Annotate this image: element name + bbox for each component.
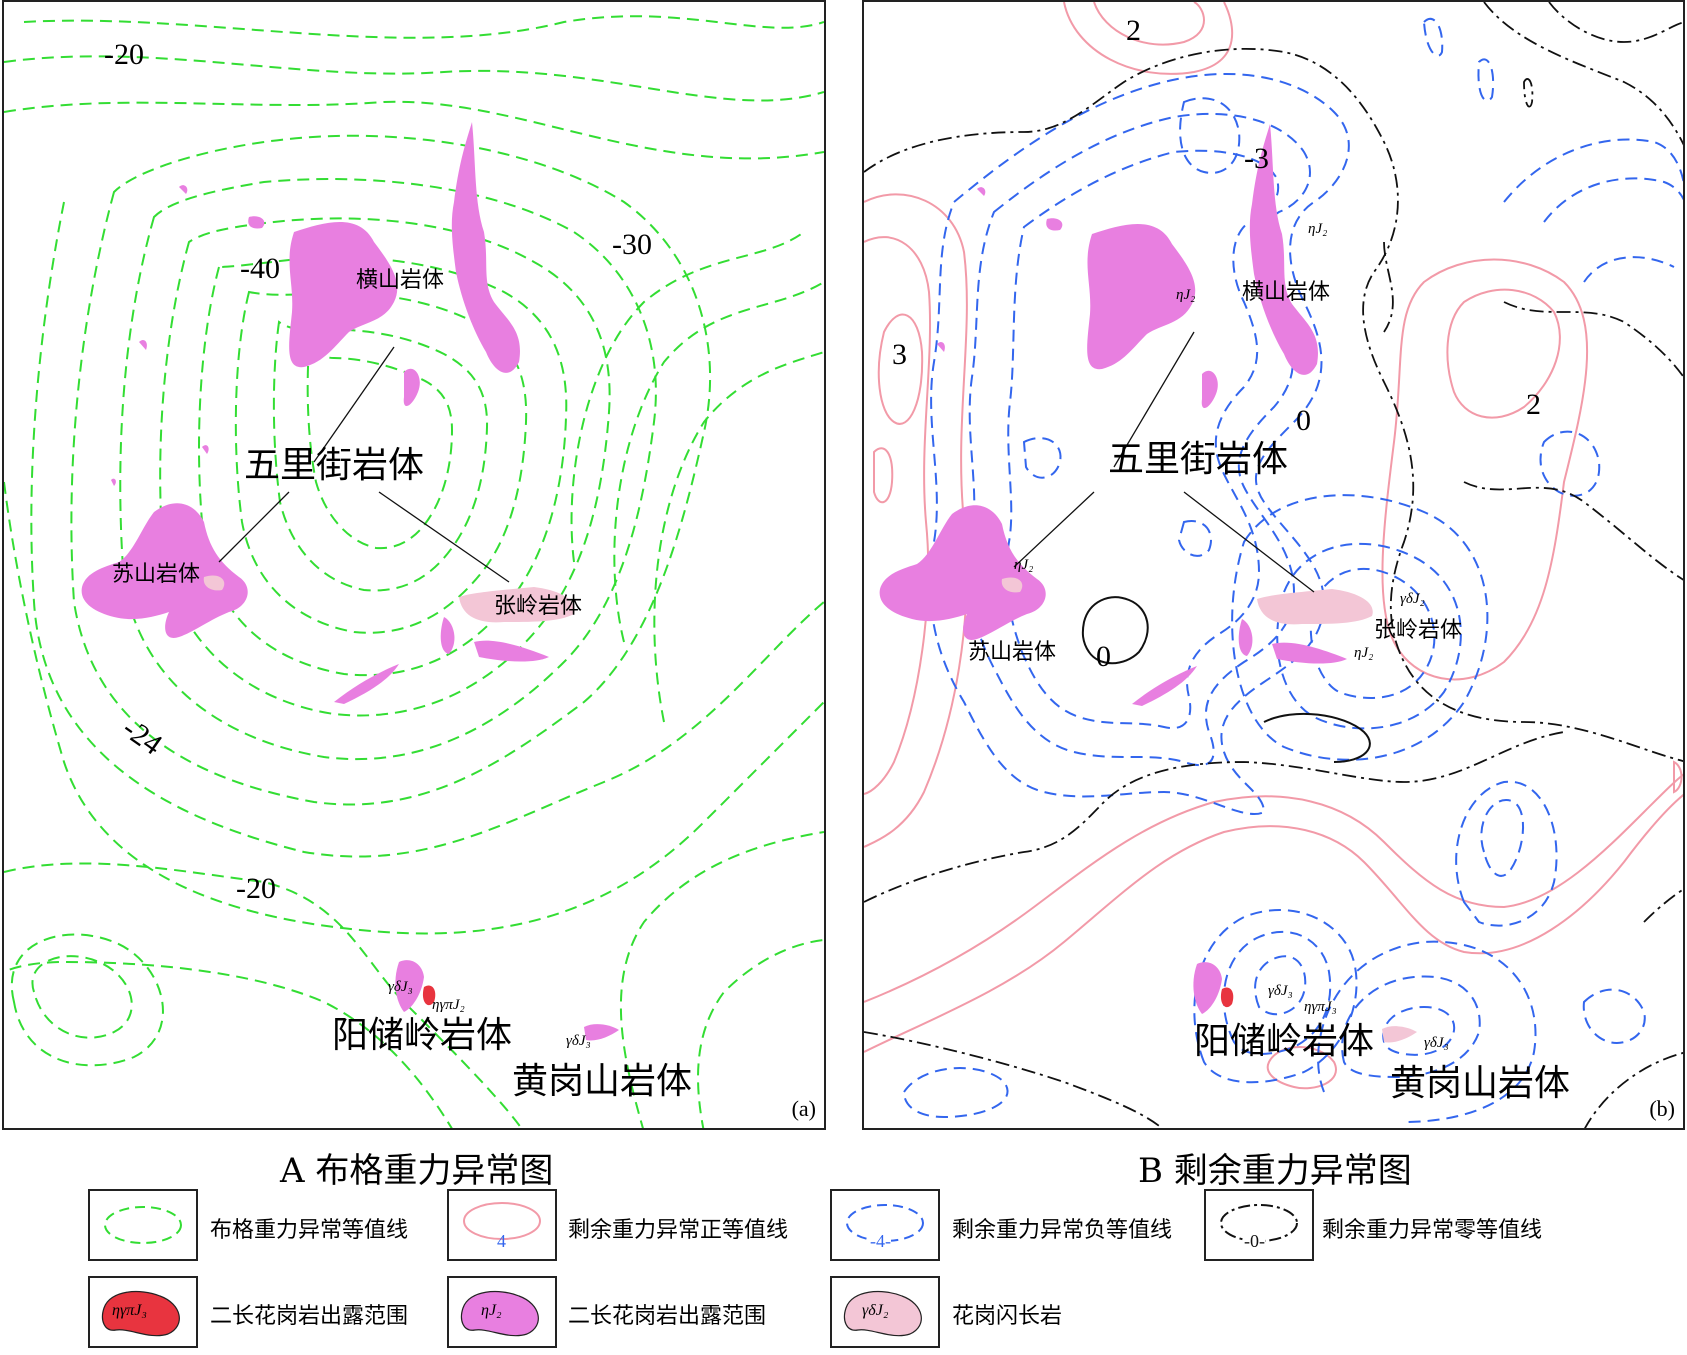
label-yangchuling: 阳储岭岩体 bbox=[332, 1015, 513, 1056]
legend-label: 花岗闪长岩 bbox=[952, 1304, 1063, 1329]
contour-label: 2 bbox=[1126, 14, 1141, 47]
label-yangchuling: 阳储岭岩体 bbox=[1194, 1021, 1375, 1062]
legend-label: 剩余重力异常正等值线 bbox=[568, 1218, 789, 1243]
residual-gravity-map: 2 -3 3 2 0 0 横山岩体 五里街岩体 苏山岩体 张岭岩体 阳储岭岩体 … bbox=[862, 0, 1685, 1130]
panel-corner-label: (b) bbox=[1649, 1096, 1675, 1121]
rock-code: γδJ₂ bbox=[1400, 591, 1425, 607]
legend-symbol-zero: -0- bbox=[1204, 1189, 1314, 1261]
label-huanggangshan: 黄岗山岩体 bbox=[512, 1061, 693, 1102]
label-hengshan: 横山岩体 bbox=[356, 268, 445, 293]
zero-contour-solid bbox=[1081, 596, 1371, 763]
rock-code: ηγπJ₂ bbox=[432, 997, 465, 1013]
contour-label: 3 bbox=[892, 338, 907, 371]
label-sushan: 苏山岩体 bbox=[112, 562, 201, 587]
legend-symbol-positive: 4 bbox=[447, 1189, 557, 1261]
granite-outcrops bbox=[81, 122, 619, 1041]
legend-symbol-granodiorite: γδJ₂ bbox=[830, 1276, 940, 1348]
label-wulijie: 五里街岩体 bbox=[1108, 439, 1289, 480]
bouguer-contours bbox=[4, 15, 824, 1128]
legend-symbol-monzogranite-j2: ηJ₂ bbox=[447, 1276, 557, 1348]
rock-code: ηJ₂ bbox=[1176, 287, 1196, 303]
legend-label: 二长花岗岩出露范围 bbox=[568, 1304, 767, 1329]
contour-label: 2 bbox=[1526, 388, 1541, 421]
rock-code: ηJ₂ bbox=[1354, 645, 1374, 661]
contour-label: 0 bbox=[1296, 404, 1311, 437]
label-hengshan: 横山岩体 bbox=[1242, 280, 1331, 305]
legend-label: 布格重力异常等值线 bbox=[210, 1218, 409, 1243]
leader-lines bbox=[1013, 331, 1315, 593]
contour-label: 0 bbox=[1096, 640, 1111, 673]
panel-corner-label: (a) bbox=[791, 1096, 816, 1121]
contour-label: -20 bbox=[236, 872, 276, 905]
rock-code: ηJ₂ bbox=[1014, 557, 1034, 573]
label-zhangling: 张岭岩体 bbox=[494, 594, 583, 619]
legend-label: 剩余重力异常零等值线 bbox=[1322, 1218, 1543, 1243]
rock-code: γδJ₃ bbox=[566, 1033, 591, 1049]
contour-label: -20 bbox=[104, 38, 144, 71]
residual-contours bbox=[864, 2, 1683, 1128]
legend-symbol-bouguer bbox=[88, 1189, 198, 1261]
leader-lines bbox=[218, 346, 510, 583]
caption-a: A 布格重力异常图 bbox=[280, 1151, 554, 1191]
caption-b: B 剩余重力异常图 bbox=[1138, 1151, 1412, 1191]
legend-symbol-monzogranite-j3: ηγπJ₃ bbox=[88, 1276, 198, 1348]
legend-label: 剩余重力异常负等值线 bbox=[952, 1218, 1173, 1243]
label-huanggangshan: 黄岗山岩体 bbox=[1390, 1063, 1571, 1104]
label-wulijie: 五里街岩体 bbox=[244, 445, 425, 486]
contour-label: -30 bbox=[612, 228, 652, 261]
label-sushan: 苏山岩体 bbox=[968, 640, 1057, 665]
rock-code: ηJ₂ bbox=[1308, 221, 1328, 237]
label-zhangling: 张岭岩体 bbox=[1374, 618, 1463, 643]
rock-code: γδJ₃ bbox=[1268, 983, 1293, 999]
contour-label: -40 bbox=[240, 252, 280, 285]
legend-symbol-negative: -4- bbox=[830, 1189, 940, 1261]
rock-code: ηγπJ₃ bbox=[1304, 999, 1337, 1015]
contour-label: -3 bbox=[1244, 142, 1269, 175]
rock-code: γδJ₃ bbox=[1424, 1035, 1449, 1051]
rock-code: γδJ₃ bbox=[388, 979, 413, 995]
legend-label: 二长花岗岩出露范围 bbox=[210, 1304, 409, 1329]
granite-outcrops bbox=[879, 124, 1417, 1043]
bouguer-gravity-map: -20 -40 -30 -24 -20 横山岩体 五里街岩体 苏山岩体 张岭岩体… bbox=[2, 0, 826, 1130]
